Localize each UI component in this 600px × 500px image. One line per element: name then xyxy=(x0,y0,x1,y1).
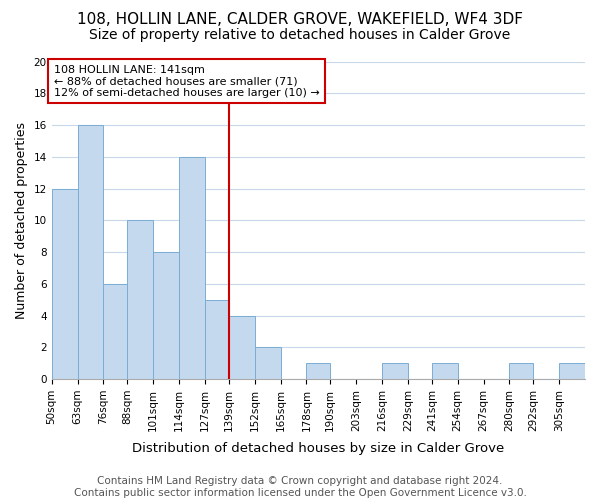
Text: Size of property relative to detached houses in Calder Grove: Size of property relative to detached ho… xyxy=(89,28,511,42)
Bar xyxy=(254,348,281,379)
Y-axis label: Number of detached properties: Number of detached properties xyxy=(15,122,28,319)
Text: Contains HM Land Registry data © Crown copyright and database right 2024.
Contai: Contains HM Land Registry data © Crown c… xyxy=(74,476,526,498)
Bar xyxy=(382,363,408,379)
Bar xyxy=(77,125,103,379)
Bar xyxy=(432,363,458,379)
Bar xyxy=(103,284,127,379)
Bar xyxy=(179,157,205,379)
Bar xyxy=(307,363,330,379)
Bar xyxy=(229,316,254,379)
Bar xyxy=(205,300,229,379)
Bar xyxy=(559,363,585,379)
Text: 108 HOLLIN LANE: 141sqm
← 88% of detached houses are smaller (71)
12% of semi-de: 108 HOLLIN LANE: 141sqm ← 88% of detache… xyxy=(53,64,319,98)
X-axis label: Distribution of detached houses by size in Calder Grove: Distribution of detached houses by size … xyxy=(132,442,505,455)
Bar xyxy=(52,188,77,379)
Bar xyxy=(153,252,179,379)
Text: 108, HOLLIN LANE, CALDER GROVE, WAKEFIELD, WF4 3DF: 108, HOLLIN LANE, CALDER GROVE, WAKEFIEL… xyxy=(77,12,523,28)
Bar xyxy=(509,363,533,379)
Bar xyxy=(127,220,153,379)
